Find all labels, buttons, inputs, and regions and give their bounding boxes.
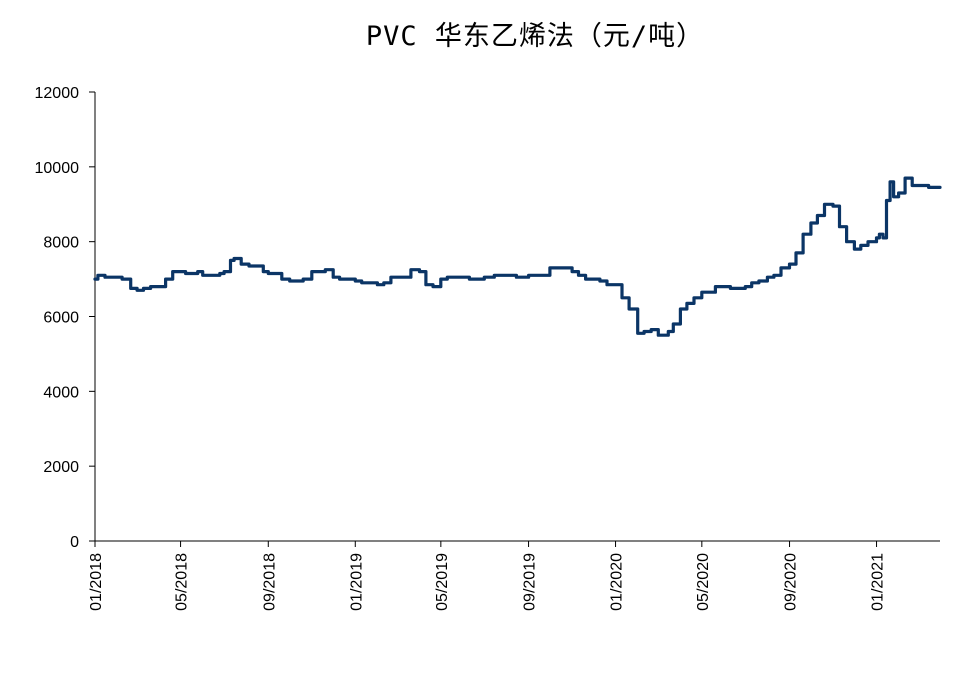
x-tick-label: 09/2018 [261, 553, 278, 611]
y-axis-ticks: 0 2000 4000 6000 8000 10000 12000 [35, 85, 95, 551]
x-tick-label: 09/2020 [783, 553, 800, 611]
y-tick-label: 10000 [35, 160, 80, 177]
y-tick-label: 12000 [35, 85, 80, 102]
x-tick-label: 01/2020 [609, 553, 626, 611]
y-tick-label: 8000 [43, 235, 79, 252]
y-tick-label: 4000 [43, 384, 79, 401]
x-tick-label: 01/2019 [348, 553, 365, 611]
series-line [93, 176, 942, 337]
y-tick-label: 0 [70, 534, 79, 551]
y-tick-label: 2000 [43, 459, 79, 476]
x-tick-label: 09/2019 [522, 553, 539, 611]
y-tick-label: 6000 [43, 310, 79, 327]
x-tick-label: 05/2019 [434, 553, 451, 611]
axes [94, 92, 940, 542]
chart-title: PVC 华东乙烯法（元/吨） [365, 21, 705, 52]
x-tick-label: 01/2021 [870, 553, 887, 611]
x-axis-ticks: 01/2018 05/2018 09/2018 01/2019 05/2019 09/20… [88, 541, 887, 611]
x-tick-label: 05/2020 [695, 553, 712, 611]
x-tick-label: 05/2018 [174, 553, 191, 611]
x-tick-label: 01/2018 [88, 553, 105, 611]
